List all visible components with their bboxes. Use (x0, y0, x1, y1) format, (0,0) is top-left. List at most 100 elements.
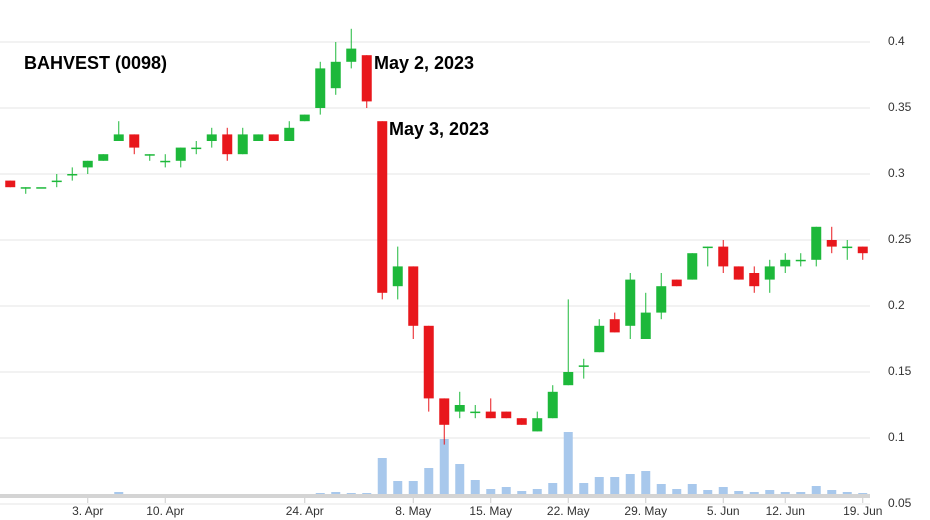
x-tick-label: 29. May (624, 504, 667, 518)
annotation: May 2, 2023 (374, 53, 474, 73)
candle-body (687, 253, 698, 280)
candle-body (67, 174, 78, 176)
candle-body (20, 187, 31, 189)
chart-title: BAHVEST (0098) (24, 53, 167, 73)
y-tick-label: 0.15 (888, 364, 912, 378)
candle-body (392, 266, 403, 287)
candle-body (609, 319, 620, 333)
y-tick-label: 0.25 (888, 232, 912, 246)
candle-body (222, 134, 233, 155)
x-tick-label: 24. Apr (286, 504, 324, 518)
candle-body (578, 365, 589, 367)
volume-bar (656, 484, 666, 494)
candle-body (656, 286, 667, 313)
candle-body (408, 266, 419, 326)
candle-body (702, 246, 713, 249)
volume-bar (439, 439, 449, 494)
candle-body (594, 325, 605, 353)
volume-bar (672, 489, 682, 494)
volume-bar (858, 493, 868, 494)
candle-body (501, 411, 512, 419)
volume-bar (424, 468, 434, 494)
x-tick-label: 19. Jun (843, 504, 882, 518)
volume-bar (455, 464, 465, 494)
candle-body (175, 147, 186, 161)
candle-body (5, 180, 16, 188)
volume-bar (470, 480, 480, 494)
candle-body (51, 180, 62, 183)
volume-bar (563, 432, 573, 494)
candle-body (268, 134, 279, 141)
volume-bar (780, 492, 790, 494)
candle-body (563, 372, 574, 386)
volume-bar (532, 489, 542, 494)
volume-bar (377, 458, 387, 494)
volume-bar (594, 477, 604, 494)
x-tick-label: 15. May (469, 504, 512, 518)
candle-body (330, 61, 341, 89)
volume-bar (548, 483, 558, 494)
candle-body (625, 279, 636, 326)
volume-bar (703, 490, 713, 494)
candle-body (237, 134, 248, 155)
x-tick-label: 10. Apr (146, 504, 184, 518)
volume-bar (517, 491, 527, 494)
candle-body (733, 266, 744, 280)
volume-bar (796, 492, 806, 494)
candle-body (299, 114, 310, 122)
candle-body (36, 187, 47, 189)
candle-body (718, 246, 729, 267)
x-tick-label: 3. Apr (72, 504, 103, 518)
x-tick-label: 22. May (547, 504, 590, 518)
y-tick-label: 0.3 (888, 166, 905, 180)
candle-body (454, 405, 465, 412)
candle-body (206, 134, 217, 141)
candle-body (547, 391, 558, 419)
candle-body (764, 266, 775, 280)
volume-bar (579, 483, 589, 494)
x-tick-label: 12. Jun (766, 504, 805, 518)
volume-bar (346, 493, 356, 494)
annotation: May 3, 2023 (389, 119, 489, 139)
volume-bar (331, 492, 341, 494)
volume-bar (486, 489, 496, 494)
candle-body (439, 398, 450, 425)
volume-bar (625, 474, 635, 494)
volume-bar (501, 487, 511, 494)
volume-bar (842, 492, 852, 494)
candle-body (98, 154, 109, 161)
candle-body (516, 418, 527, 425)
candle-body (160, 160, 171, 163)
volume-bar (765, 490, 775, 494)
y-tick-label: 0.35 (888, 100, 912, 114)
candle-body (113, 134, 124, 141)
candle-body (780, 259, 791, 267)
y-tick-label: 0.2 (888, 298, 905, 312)
volume-bar (315, 493, 325, 494)
y-tick-label: 0.1 (888, 430, 905, 444)
candle-body (749, 273, 760, 287)
candle-body (795, 259, 806, 262)
volume-bar (734, 491, 744, 494)
candle-body (284, 127, 295, 141)
candle-body (470, 411, 481, 414)
candle-body (144, 154, 155, 156)
y-tick-label: 0.4 (888, 34, 905, 48)
x-tick-label: 5. Jun (707, 504, 740, 518)
volume-bar (718, 487, 728, 494)
candle-body (191, 147, 202, 150)
candle-body (346, 48, 357, 62)
candle-body (82, 160, 93, 168)
volume-bar (687, 484, 697, 494)
candle-body (826, 240, 837, 247)
volume-bar (827, 490, 837, 494)
candle-body (315, 68, 326, 108)
volume-baseline (0, 494, 870, 498)
candle-body (857, 246, 868, 254)
candle-body (377, 121, 388, 293)
candle-body (811, 226, 822, 260)
candle-body (842, 246, 853, 249)
volume-bar (114, 492, 124, 494)
